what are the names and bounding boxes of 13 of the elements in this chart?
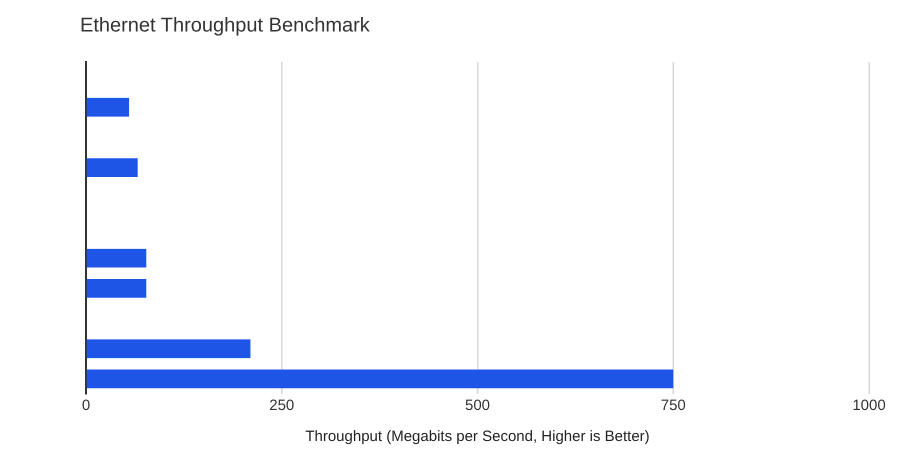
x-axis-title: Throughput (Megabits per Second, Higher is Better)	[305, 428, 650, 446]
bar	[86, 98, 130, 117]
bar	[86, 248, 146, 268]
bar	[86, 339, 250, 358]
bar	[86, 158, 138, 177]
x-tick-label: 0	[82, 397, 90, 414]
x-tick-label: 250	[269, 397, 294, 414]
bar	[86, 370, 674, 388]
chart-title: Ethernet Throughput Benchmark	[80, 14, 371, 37]
x-tick-label: 750	[660, 397, 686, 414]
bar	[86, 279, 146, 298]
x-tick-label: 1000	[852, 397, 886, 414]
x-tick-label: 500	[464, 397, 490, 414]
